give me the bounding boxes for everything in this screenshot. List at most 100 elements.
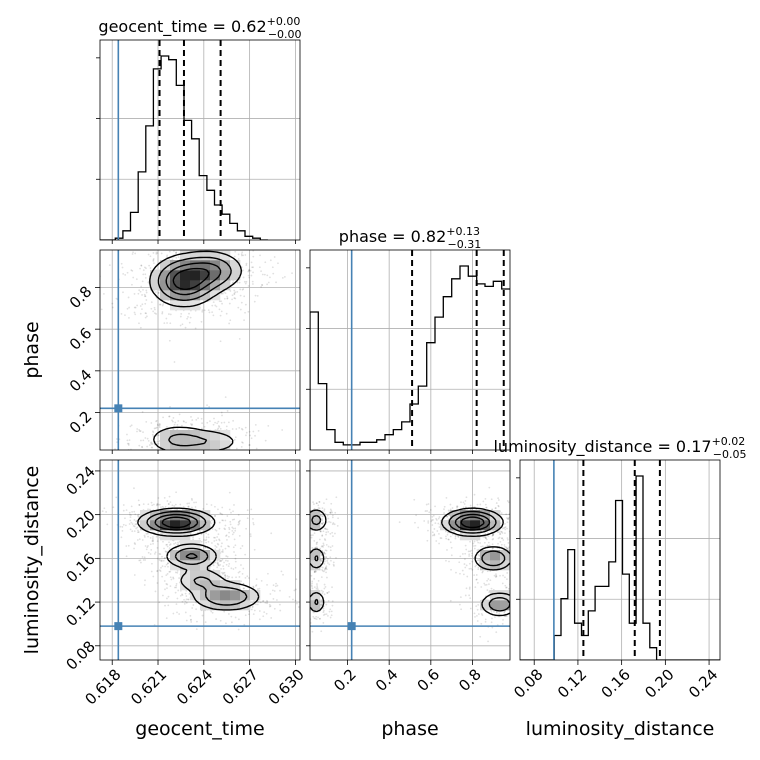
sample-point (213, 540, 216, 542)
sample-point (161, 235, 163, 237)
sample-point (301, 573, 303, 575)
sample-point (147, 545, 149, 547)
sample-point (244, 254, 247, 256)
sample-point (175, 251, 178, 254)
sample-point (136, 526, 139, 529)
sample-point (152, 575, 155, 578)
sample-point (173, 250, 175, 252)
sample-point (218, 521, 221, 524)
sample-point (125, 509, 128, 512)
sample-point (505, 615, 508, 618)
density-cell (160, 270, 171, 281)
sample-point (191, 423, 194, 426)
sample-point (324, 567, 327, 570)
sample-point (479, 542, 482, 544)
sample-point (200, 320, 203, 323)
sample-point (157, 434, 160, 437)
sample-point (140, 264, 143, 267)
sample-point (98, 511, 100, 513)
sample-point (491, 617, 493, 620)
sample-point (232, 510, 234, 513)
sample-point (505, 546, 508, 549)
sample-point (163, 580, 166, 582)
sample-point (134, 313, 137, 316)
sample-point (172, 457, 174, 459)
sample-point (335, 556, 337, 559)
sample-point (484, 620, 487, 623)
sample-point (290, 499, 292, 501)
panel-title-luminosity_distance: luminosity_distance = 0.17+0.02 −0.05 (493, 435, 746, 461)
sample-point (305, 570, 307, 572)
sample-point (127, 544, 130, 547)
density-cell (210, 270, 221, 281)
sample-point (332, 535, 334, 538)
sample-point (138, 322, 140, 325)
sample-point (502, 527, 505, 529)
sample-point (476, 608, 479, 611)
sample-point (172, 576, 175, 579)
sample-point (325, 613, 328, 616)
sample-point (150, 301, 153, 304)
sample-point (158, 424, 161, 427)
density-cell (190, 270, 201, 281)
sample-point (447, 514, 450, 516)
sample-point (485, 583, 488, 586)
sample-point (497, 542, 499, 545)
sample-point (321, 535, 324, 537)
density-cell (500, 560, 510, 571)
sample-point (156, 569, 159, 572)
sample-point (141, 445, 143, 448)
sample-point (321, 534, 324, 537)
sample-point (321, 602, 324, 605)
sample-point (335, 496, 338, 499)
sample-point (211, 611, 214, 614)
x-tick-label: 0.624 (173, 665, 216, 708)
sample-point (296, 602, 298, 605)
sample-point (329, 512, 332, 514)
sample-point (169, 406, 171, 408)
sample-point (185, 619, 188, 622)
sample-point (220, 292, 223, 295)
sample-point (195, 501, 197, 504)
sample-point (133, 311, 136, 314)
sample-point (141, 303, 144, 306)
sample-point (302, 590, 304, 592)
sample-point (521, 613, 523, 615)
sample-point (319, 530, 322, 533)
density-cell (480, 510, 491, 521)
sample-point (234, 436, 237, 439)
sample-point (189, 619, 192, 621)
sample-point (474, 544, 477, 547)
density-cell (490, 600, 501, 611)
sample-point (226, 295, 228, 298)
sample-point (151, 504, 154, 507)
sample-point (477, 604, 480, 606)
sample-point (179, 315, 182, 318)
sample-point (532, 632, 534, 634)
sample-point (156, 557, 159, 560)
sample-point (176, 428, 179, 431)
sample-point (269, 259, 272, 262)
sample-point (159, 303, 162, 306)
sample-point (144, 295, 147, 298)
sample-point (246, 517, 249, 520)
sample-point (304, 526, 306, 528)
density-cell (190, 590, 201, 601)
sample-point (255, 447, 258, 450)
sample-point (176, 597, 179, 600)
sample-point (151, 446, 154, 449)
sample-point (164, 565, 167, 568)
sample-point (232, 568, 235, 570)
sample-point (165, 617, 168, 620)
sample-point (438, 526, 441, 528)
sample-point (217, 563, 219, 566)
sample-point (297, 612, 299, 614)
sample-point (233, 518, 236, 521)
sample-point (464, 558, 466, 561)
density-cell (150, 520, 161, 531)
sample-point (270, 617, 273, 619)
sample-point (457, 536, 460, 538)
sample-point (210, 610, 213, 613)
sample-point (530, 580, 532, 582)
density-cell (210, 430, 221, 441)
